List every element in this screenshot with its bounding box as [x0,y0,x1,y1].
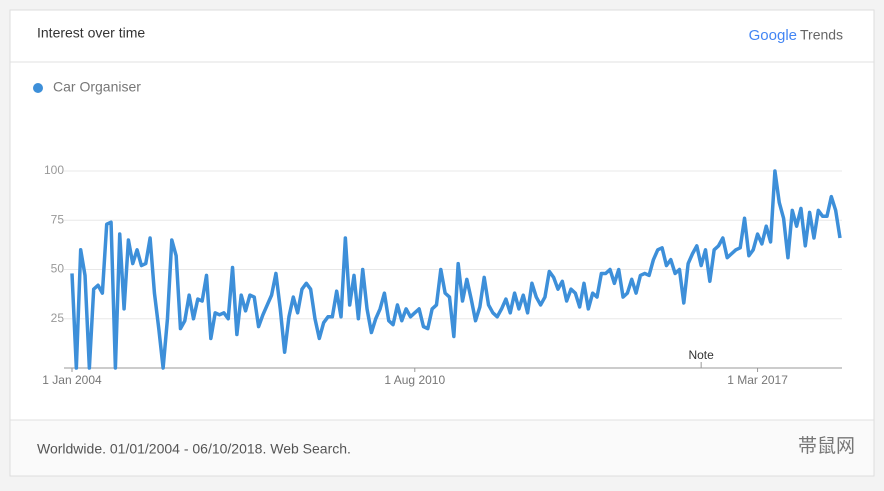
y-tick-label: 100 [44,163,64,177]
watermark: 帯鼠网 [798,435,855,457]
legend-label: Car Organiser [53,79,141,95]
footer-bg [10,420,874,476]
brand: Google [749,27,797,44]
card [9,9,875,477]
y-tick-label: 50 [51,262,65,276]
footer: Worldwide. 01/01/2004 - 06/10/2018. Web … [37,441,351,457]
y-tick-label: 75 [51,212,65,226]
x-tick-label: 1 Jan 2004 [42,373,102,387]
annotation: Note [688,348,714,362]
chart-title: Interest over time [37,25,145,41]
legend-marker [33,83,43,93]
x-tick-label: 1 Aug 2010 [384,373,445,387]
product: Trends [800,27,843,43]
y-tick-label: 25 [51,311,65,325]
line [70,169,842,370]
x-tick-label: 1 Mar 2017 [727,373,788,387]
